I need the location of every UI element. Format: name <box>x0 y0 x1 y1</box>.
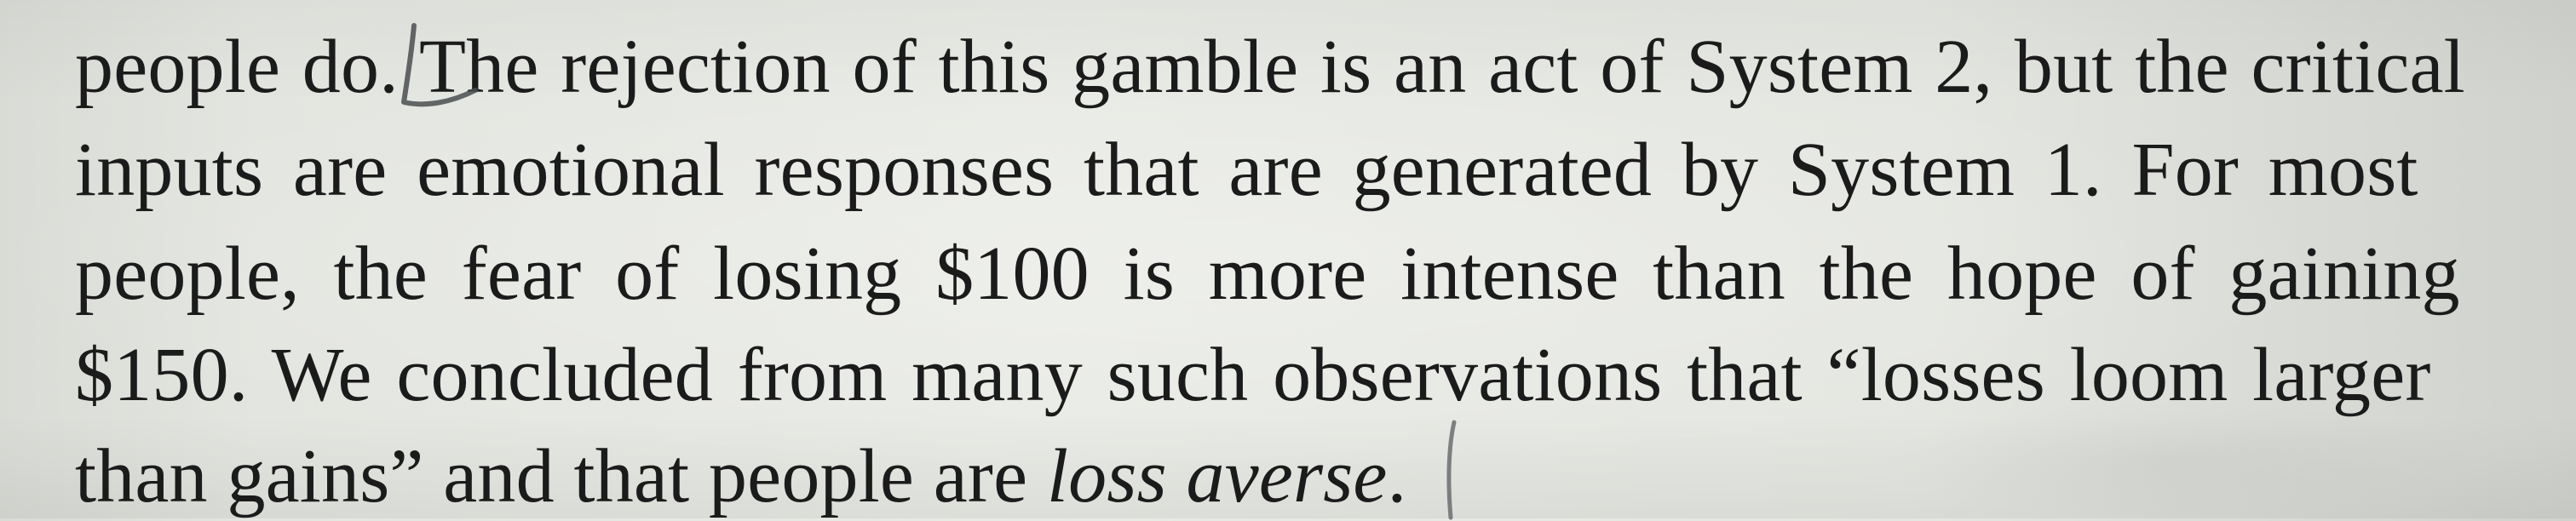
pen-bracket-icon <box>401 23 478 107</box>
show-through-ghost <box>1877 400 2474 519</box>
text-line-5-regular: than gains” and that people are <box>75 434 1047 518</box>
pen-stroke-icon <box>1446 420 1457 520</box>
text-line-2: inputs are emotional responses that are … <box>75 128 2418 212</box>
text-line-5-end: . <box>1387 434 1407 518</box>
text-line-4: $150. We concluded from many such observ… <box>75 333 2431 417</box>
emphasis-loss-averse: loss averse <box>1046 434 1388 518</box>
text-line-3: people, the fear of losing $100 is more … <box>75 232 2460 316</box>
text-line-5: than gains” and that people are loss ave… <box>75 438 1406 515</box>
